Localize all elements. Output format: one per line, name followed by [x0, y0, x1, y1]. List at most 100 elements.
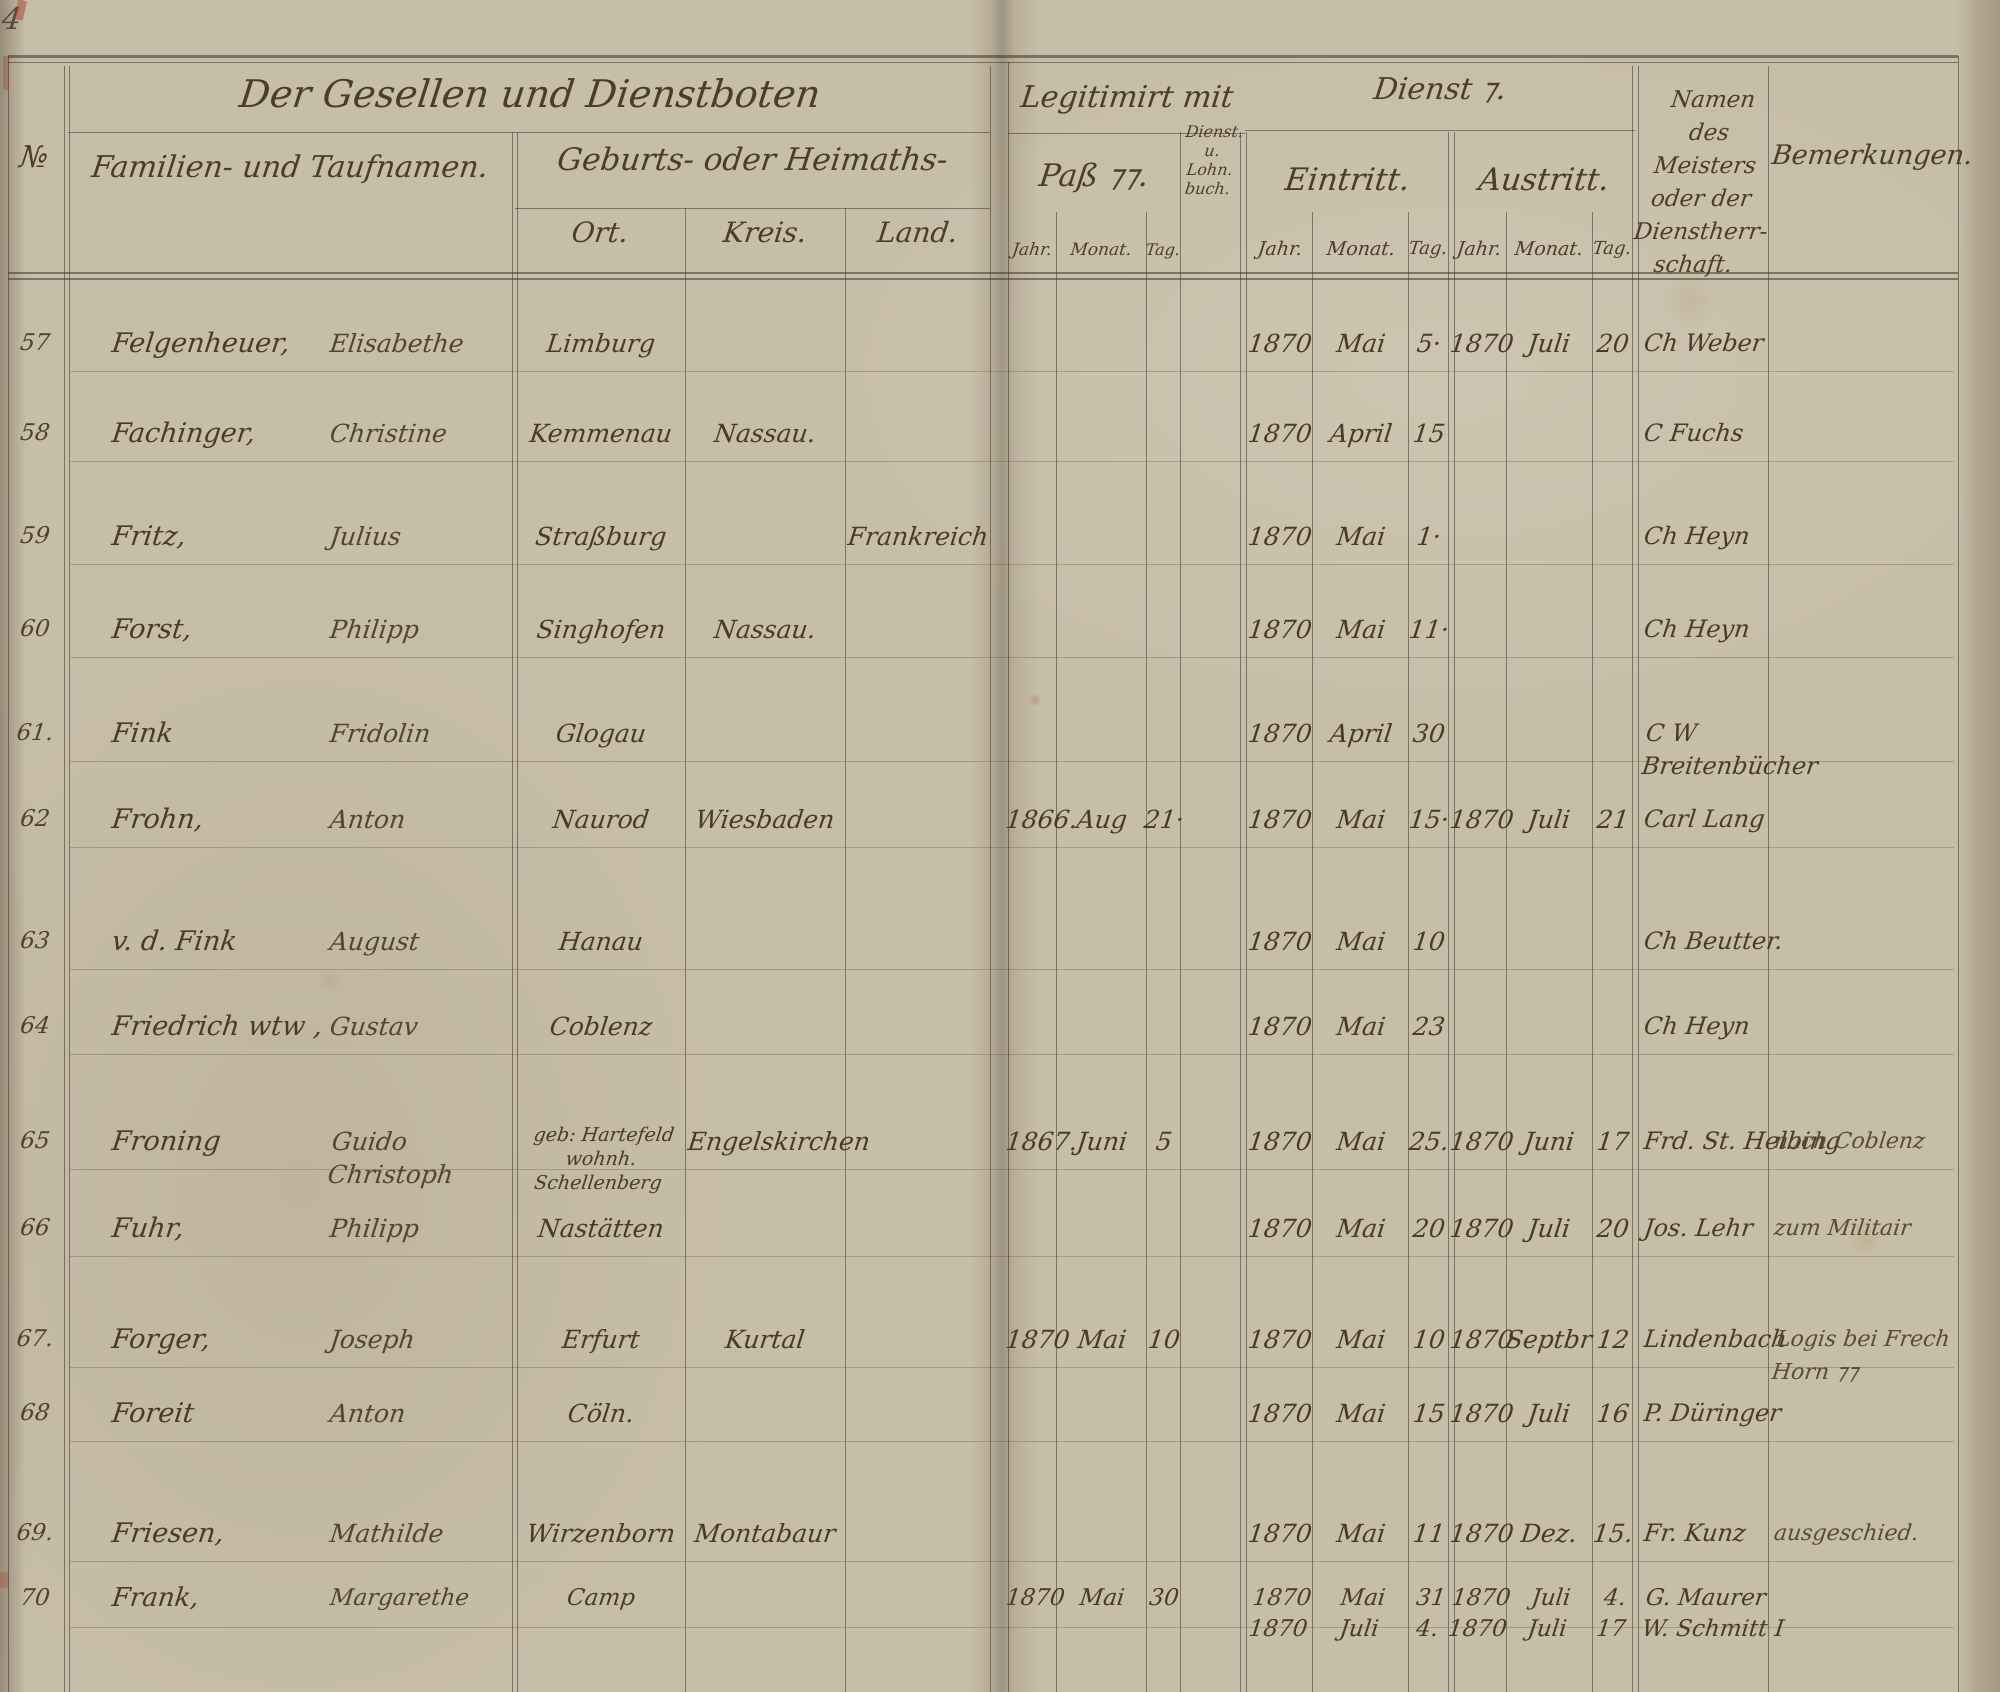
- cell-ein-jahr: 1870: [1246, 1127, 1314, 1156]
- cell-ein-tag: 15·: [1407, 805, 1451, 834]
- cell-no: 66: [18, 1215, 52, 1241]
- cell-given: Anton: [328, 1399, 408, 1428]
- cell-given: Elisabethe: [328, 329, 466, 358]
- row-rule-line: [70, 1561, 1954, 1562]
- cell-aus-monat: Dez.: [1519, 1519, 1579, 1548]
- cell-meister: Carl Lang: [1642, 805, 1767, 833]
- cell-ort: Coblenz: [548, 1012, 654, 1041]
- cell-meister: P. Düringer: [1642, 1399, 1783, 1427]
- row-rule-line: [70, 1054, 1954, 1055]
- grid-line-vertical: [8, 56, 9, 1692]
- cell-meister: Ch Heyn: [1642, 1012, 1752, 1040]
- cell-pass-jahr: 1870: [1004, 1585, 1067, 1611]
- cell-no: 67.: [15, 1326, 55, 1352]
- grid-line-vertical: [64, 66, 65, 1692]
- cell-ein-monat: Mai: [1334, 1214, 1388, 1243]
- cell-kreis: Nassau.: [712, 419, 818, 448]
- cell-ein-jahr: 1870: [1246, 805, 1314, 834]
- grid-line-vertical: [685, 208, 686, 1692]
- cell-ein-monat: Mai: [1334, 1519, 1388, 1548]
- cell-family: Frank,: [110, 1583, 201, 1613]
- cell-aus-jahr: 1870: [1448, 1519, 1516, 1548]
- cell-ein-monat: Mai: [1334, 1127, 1388, 1156]
- cell-ein-jahr: 1870: [1246, 419, 1314, 448]
- cell-pass-tag: 5: [1154, 1127, 1174, 1156]
- cell-aus-jahr: 1870: [1448, 1214, 1516, 1243]
- row-rule-line: [70, 1441, 1954, 1442]
- cell-pass-tag: 30: [1147, 1585, 1181, 1611]
- cell-ort: Cöln.: [566, 1399, 636, 1428]
- grid-line-vertical: [845, 208, 846, 1692]
- row-rule-line: [70, 657, 1954, 658]
- cell-ein-monat: Mai: [1334, 805, 1388, 834]
- cell-ein-monat: Mai: [1334, 1012, 1388, 1041]
- cell-given: Julius: [328, 522, 403, 551]
- cell-given: Joseph: [328, 1325, 417, 1354]
- cell-ort: Camp: [565, 1585, 637, 1611]
- cell-ort: Straßburg: [533, 522, 669, 551]
- cell-aus-monat: Juli: [1526, 329, 1572, 358]
- cell-no: 63: [18, 928, 52, 954]
- cell-family: Friedrich wtw ,: [110, 1011, 325, 1042]
- cell-aus-tag: 4. 17: [1594, 1585, 1628, 1642]
- cell-no: 57: [18, 330, 52, 356]
- cell-ein-monat: Mai: [1334, 329, 1388, 358]
- cell-aus-monat: Septbr: [1504, 1325, 1594, 1354]
- cell-bemerkung: nach Coblenz: [1772, 1129, 1927, 1154]
- cell-ein-jahr: 1870: [1246, 1399, 1314, 1428]
- row-rule-line: [70, 371, 1954, 372]
- cell-aus-tag: 17: [1595, 1127, 1631, 1156]
- grid-line-vertical: [69, 66, 70, 1692]
- cell-ein-tag: 15: [1411, 1399, 1447, 1428]
- cell-ein-tag: 20: [1411, 1214, 1447, 1243]
- grid-line-horizontal: [1245, 130, 1635, 131]
- cell-ein-monat: Mai: [1334, 522, 1388, 551]
- cell-ein-tag: 5·: [1415, 329, 1443, 358]
- row-rule-line: [70, 564, 1954, 565]
- cell-meister: Ch Heyn: [1642, 615, 1752, 643]
- cell-given: Guido Christoph: [326, 1127, 455, 1189]
- row-rule-line: [70, 461, 1954, 462]
- cell-family: Fachinger,: [110, 418, 258, 449]
- cell-bemerkung: ausgeschied.: [1772, 1521, 1921, 1546]
- cell-ein-jahr: 1870: [1246, 615, 1314, 644]
- cell-no: 62: [18, 806, 52, 832]
- cell-ein-tag: 25.: [1407, 1127, 1451, 1156]
- grid-line-vertical: [1454, 132, 1455, 1692]
- cell-no: 61.: [15, 720, 55, 746]
- red-ink-mark: [0, 1572, 9, 1588]
- cell-pass-tag: 21·: [1142, 805, 1186, 834]
- cell-aus-tag: 20: [1595, 1214, 1631, 1243]
- row-rule-line: [70, 1367, 1954, 1368]
- grid-line-vertical: [1146, 212, 1147, 1692]
- cell-kreis: Montabaur: [692, 1519, 838, 1548]
- cell-pass-monat: Mai: [1078, 1585, 1126, 1611]
- cell-ein-jahr: 1870: [1246, 1325, 1314, 1354]
- cell-pass-monat: Mai: [1075, 1325, 1129, 1354]
- row-rule-line: [70, 761, 1954, 762]
- grid-line-vertical: [1768, 66, 1769, 1692]
- cell-family: Forger,: [110, 1324, 213, 1355]
- grid-line-vertical: [1312, 212, 1313, 1692]
- grid-line-horizontal: [8, 278, 1958, 280]
- cell-family: v. d. Fink: [110, 926, 239, 957]
- cell-aus-monat: Juli: [1526, 1214, 1572, 1243]
- cell-bemerkung: Logis bei Frech Horn ⁊⁊: [1770, 1327, 1952, 1385]
- grid-line-vertical: [1246, 132, 1247, 1692]
- cell-pass-monat: Juni: [1075, 1127, 1129, 1156]
- cell-aus-jahr: 1870: [1448, 329, 1516, 358]
- cell-pass-jahr: 1867.: [1004, 1127, 1080, 1156]
- cell-ein-monat: Mai: [1334, 615, 1388, 644]
- grid-line-vertical: [1180, 132, 1181, 1692]
- cell-family: Felgenheuer,: [110, 328, 292, 359]
- cell-bemerkung: zum Militair: [1772, 1216, 1913, 1241]
- cell-no: 59: [18, 523, 52, 549]
- row-rule-line: [70, 1256, 1954, 1257]
- row-rule-line: [70, 847, 1954, 848]
- grid-line-vertical: [1408, 212, 1409, 1692]
- cell-aus-jahr: 1870: [1448, 1325, 1516, 1354]
- cell-no: 68: [18, 1400, 52, 1426]
- cell-ein-monat: Mai: [1334, 927, 1388, 956]
- cell-meister: Ch Beutter.: [1642, 927, 1785, 955]
